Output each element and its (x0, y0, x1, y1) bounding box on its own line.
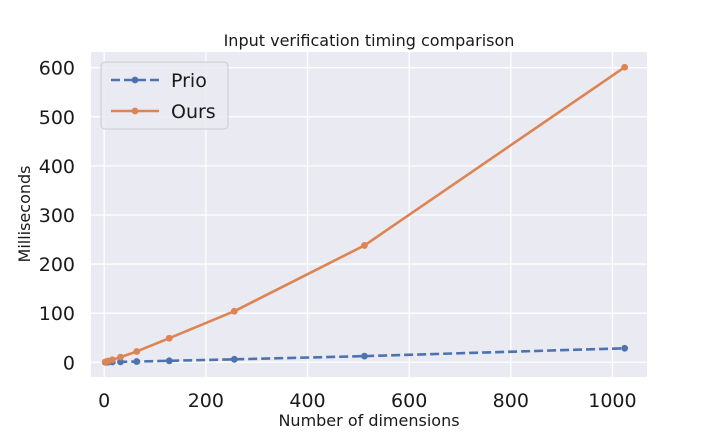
x-tick-label: 1000 (588, 390, 636, 412)
data-point-ours (361, 242, 368, 249)
y-tick-label: 600 (39, 58, 75, 80)
y-tick-label: 200 (39, 254, 75, 276)
y-tick-label: 300 (39, 205, 75, 227)
legend-marker-prio (131, 76, 139, 84)
x-tick-label: 600 (391, 390, 427, 412)
data-point-prio (133, 358, 141, 365)
y-tick-label: 400 (39, 156, 75, 178)
data-point-prio (230, 355, 238, 363)
data-point-prio (165, 357, 173, 365)
grid-lines (91, 52, 647, 377)
legend-marker-ours (131, 107, 139, 115)
legend-label-prio: Prio (171, 70, 207, 92)
data-point-ours (230, 307, 238, 315)
x-axis-label: Number of dimensions (278, 411, 459, 430)
data-point-ours (165, 334, 173, 342)
chart-title: Input verification timing comparison (224, 31, 515, 50)
x-tick-label: 400 (289, 390, 325, 412)
data-point-ours (133, 348, 141, 355)
data-point-ours (108, 356, 116, 364)
legend-label-ours: Ours (171, 101, 216, 123)
y-tick-label: 0 (63, 352, 75, 374)
data-point-prio (621, 344, 629, 352)
y-tick-label: 100 (39, 303, 75, 325)
series-layer (101, 63, 629, 366)
data-point-ours (117, 353, 124, 361)
x-tick-label: 0 (98, 390, 110, 412)
x-tick-label: 200 (188, 390, 224, 412)
tick-labels: 0 200 400 600 800 1000 0 100 200 300 400 500 600 (39, 58, 637, 412)
y-axis-label: Milliseconds (15, 166, 34, 263)
data-point-prio (361, 352, 368, 360)
data-point-ours (621, 63, 629, 71)
data-point-prio (117, 358, 124, 366)
y-tick-label: 500 (39, 107, 75, 129)
x-tick-label: 800 (493, 390, 529, 412)
legend: Prio Ours (100, 61, 229, 130)
